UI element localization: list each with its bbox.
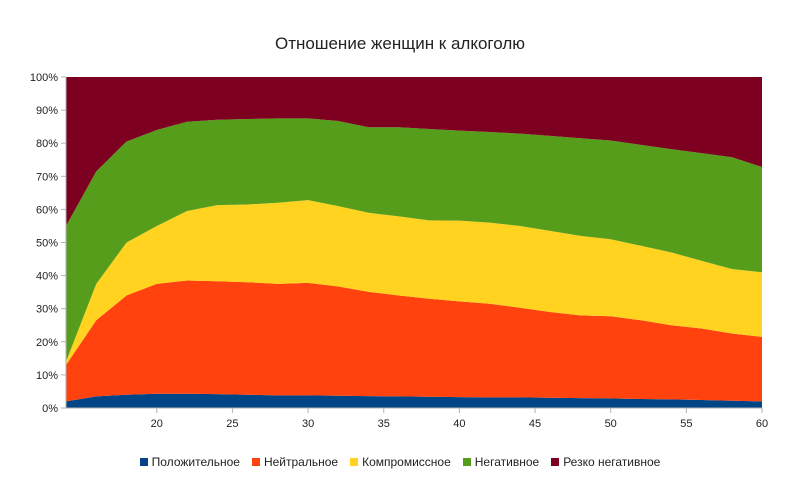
legend-swatch bbox=[462, 458, 471, 466]
x-tick-label: 60 bbox=[756, 418, 768, 430]
tick-labels-layer: 0% 10% 20% 30% 40% 50% 60% 70% 80% 90% 100% 20 25 30 3… bbox=[30, 72, 768, 430]
legend-item: Компромиссное bbox=[350, 455, 451, 469]
area-series-layer bbox=[66, 77, 762, 408]
y-tick-label: 0% bbox=[42, 403, 58, 415]
legend-swatch bbox=[350, 458, 359, 466]
x-tick-label: 55 bbox=[680, 418, 692, 430]
y-tick-label: 40% bbox=[36, 271, 58, 283]
x-tick-label: 50 bbox=[605, 418, 617, 430]
axes-layer bbox=[61, 76, 763, 413]
legend-label: Резко негативное bbox=[563, 455, 661, 469]
legend-swatch bbox=[551, 458, 560, 466]
y-tick-label: 50% bbox=[36, 238, 58, 250]
legend-item: Негативное bbox=[462, 455, 540, 469]
y-tick-label: 80% bbox=[36, 138, 58, 150]
legend-label: Негативное bbox=[474, 455, 540, 469]
legend-swatch bbox=[139, 458, 148, 466]
y-tick-label: 60% bbox=[36, 204, 58, 216]
chart-title: Отношение женщин к алкоголю bbox=[274, 34, 525, 53]
area-series-5 bbox=[66, 77, 762, 226]
legend-label: Нейтральное bbox=[263, 455, 339, 469]
legend-label: Компромиссное bbox=[362, 455, 451, 469]
legend-swatch bbox=[251, 458, 260, 466]
y-tick-label: 100% bbox=[30, 72, 58, 84]
chart-legend: Положительное Нейтральное Компромиссное Нег… bbox=[0, 455, 800, 469]
legend-item: Нейтральное bbox=[251, 455, 339, 469]
y-tick-label: 20% bbox=[36, 337, 58, 349]
legend-label: Положительное bbox=[151, 455, 240, 469]
x-tick-label: 45 bbox=[529, 418, 541, 430]
area-series-3 bbox=[66, 200, 762, 365]
x-tick-label: 30 bbox=[302, 418, 314, 430]
y-tick-label: 70% bbox=[36, 171, 58, 183]
x-tick-label: 40 bbox=[453, 418, 465, 430]
x-tick-label: 20 bbox=[151, 418, 163, 430]
legend-item: Положительное bbox=[139, 455, 240, 469]
y-tick-label: 90% bbox=[36, 105, 58, 117]
area-series-1 bbox=[66, 393, 762, 408]
x-tick-label: 25 bbox=[226, 418, 238, 430]
area-series-2 bbox=[66, 280, 762, 402]
area-series-4 bbox=[66, 118, 762, 362]
x-tick-label: 35 bbox=[378, 418, 390, 430]
legend-item: Резко негативное bbox=[551, 455, 660, 469]
y-tick-label: 10% bbox=[36, 370, 58, 382]
y-tick-label: 30% bbox=[36, 304, 58, 316]
